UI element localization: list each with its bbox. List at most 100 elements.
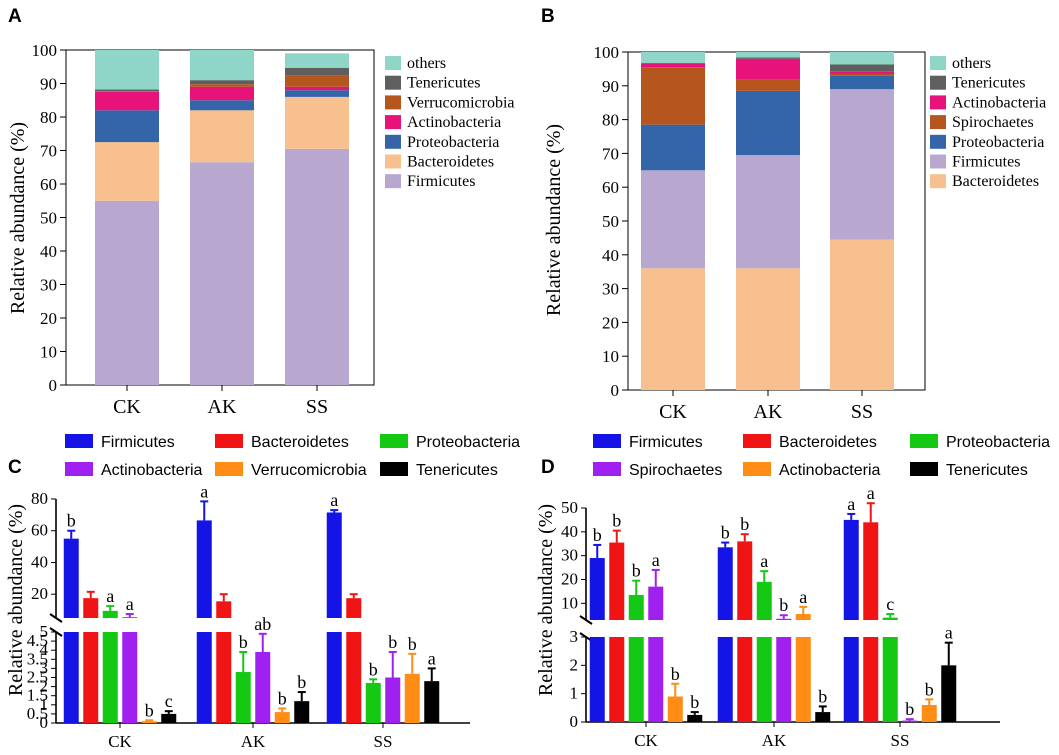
y-tick-label: 40 [602, 246, 619, 265]
bar-spirochaetes [648, 637, 664, 722]
y-tick-label: 50 [40, 209, 57, 228]
bar-segment-proteobacteria [190, 100, 254, 111]
significance-letter: a [330, 490, 338, 510]
significance-letter: b [239, 632, 248, 652]
bar-segment-spirochaetes [736, 79, 800, 91]
bar-proteobacteria [102, 610, 118, 618]
bar-bacteroidetes [216, 632, 232, 723]
legend-label: Actinobacteria [101, 462, 202, 479]
significance-letter: ab [254, 614, 271, 634]
significance-letter: a [200, 481, 208, 501]
y-tick-label: 0.5 [27, 704, 48, 723]
x-tick-label: CK [659, 401, 687, 423]
bar-proteobacteria [882, 617, 898, 620]
bar-tenericutes [424, 681, 440, 723]
panel-label-c: C [8, 457, 22, 478]
legend-swatch [930, 75, 946, 90]
bar-firmicutes [717, 547, 733, 620]
significance-letter: b [671, 664, 680, 684]
bar-segment-actinobacteria [285, 86, 349, 91]
legend-swatch [593, 434, 621, 448]
bar-firmicutes [63, 632, 79, 723]
bar-actinobacteria [921, 705, 937, 722]
bar-segment-bacteroidetes [95, 142, 159, 201]
y-tick-label: 40 [31, 552, 48, 571]
significance-letter: a [652, 550, 660, 570]
x-tick-label: AK [762, 731, 787, 750]
significance-letter: a [126, 594, 134, 614]
bar-proteobacteria [628, 594, 644, 620]
bar-proteobacteria [628, 637, 644, 722]
bar-segment-proteobacteria [736, 90, 800, 156]
bar-bacteroidetes [346, 598, 362, 618]
legend-swatch [385, 56, 401, 70]
bar-bacteroidetes [863, 637, 879, 722]
legend-swatch [380, 462, 408, 476]
bar-tenericutes [294, 701, 310, 723]
y-tick-label: 40 [561, 522, 578, 541]
bar-firmicutes [589, 558, 605, 620]
bar-bacteroidetes [609, 637, 625, 722]
y-tick-label: 80 [602, 111, 619, 130]
significance-letter: b [297, 672, 306, 692]
legend-label: Proteobacteria [416, 434, 520, 451]
y-tick-label: 90 [602, 77, 619, 96]
bar-firmicutes [196, 632, 212, 723]
bar-segment-firmicutes [95, 200, 159, 385]
bar-bacteroidetes [83, 632, 99, 723]
y-tick-label: 20 [40, 309, 57, 328]
bar-spirochaetes [648, 586, 664, 620]
significance-letter: b [145, 700, 154, 720]
legend-swatch [593, 462, 621, 476]
bar-actinobacteria [122, 617, 138, 618]
legend-label: Firmicutes [101, 434, 175, 451]
y-tick-label: 0 [40, 713, 49, 732]
legend-label: Spirochaetes [629, 462, 722, 479]
bar-proteobacteria [756, 581, 772, 620]
y-tick-label: 70 [602, 144, 619, 163]
bar-actinobacteria [255, 652, 271, 723]
y-tick-label: 1.5 [27, 686, 48, 705]
bar-spirochaetes [902, 720, 918, 722]
legend-label: Tenericutes [946, 462, 1028, 479]
legend-label: Actinobacteria [407, 114, 501, 131]
bar-segment-others [641, 52, 705, 63]
y-tick-label: 1 [40, 695, 49, 714]
significance-letter: a [867, 483, 875, 503]
bar-actinobacteria [667, 696, 683, 722]
bar-segment-tenericutes [285, 67, 349, 76]
significance-letter: a [760, 551, 768, 571]
legend-swatch [215, 434, 243, 448]
legend-swatch [65, 462, 93, 476]
y-tick-label: 20 [31, 584, 48, 603]
legend-swatch [65, 434, 93, 448]
significance-letter: b [278, 688, 287, 708]
chart-d: 0 1 2 3 10 20 30 40 50 Firmicutes Bacteroidetes Pro… [561, 434, 1050, 750]
legend-swatch [910, 462, 938, 476]
legend-label: Tenericutes [407, 75, 481, 92]
legend-label: Actinobacteria [779, 462, 880, 479]
x-tick-label: SS [891, 731, 910, 750]
y-tick-label: 50 [602, 212, 619, 231]
significance-letter: a [106, 586, 114, 606]
y-tick-label: 20 [602, 313, 619, 332]
significance-letter: a [945, 623, 953, 643]
legend-label: others [407, 55, 446, 72]
legend-swatch [385, 154, 401, 169]
axis-break-mark [49, 613, 63, 623]
significance-letter: b [740, 514, 749, 534]
y-tick-label: 2 [570, 655, 579, 674]
legend-swatch [385, 75, 401, 90]
bar-segment-bacteroidetes [830, 239, 894, 390]
bar-firmicutes [63, 538, 79, 618]
bar-segment-tenericutes [830, 64, 894, 72]
legend-swatch [930, 115, 946, 130]
bar-firmicutes [589, 637, 605, 722]
significance-letter: b [408, 634, 417, 654]
bar-bacteroidetes [863, 522, 879, 620]
bar-tenericutes [687, 714, 703, 722]
y-tick-label: 5 [40, 622, 49, 641]
bar-firmicutes [326, 632, 342, 723]
legend-label: Bacteroidetes [407, 154, 494, 171]
bar-segment-verrucomicrobia [190, 84, 254, 87]
